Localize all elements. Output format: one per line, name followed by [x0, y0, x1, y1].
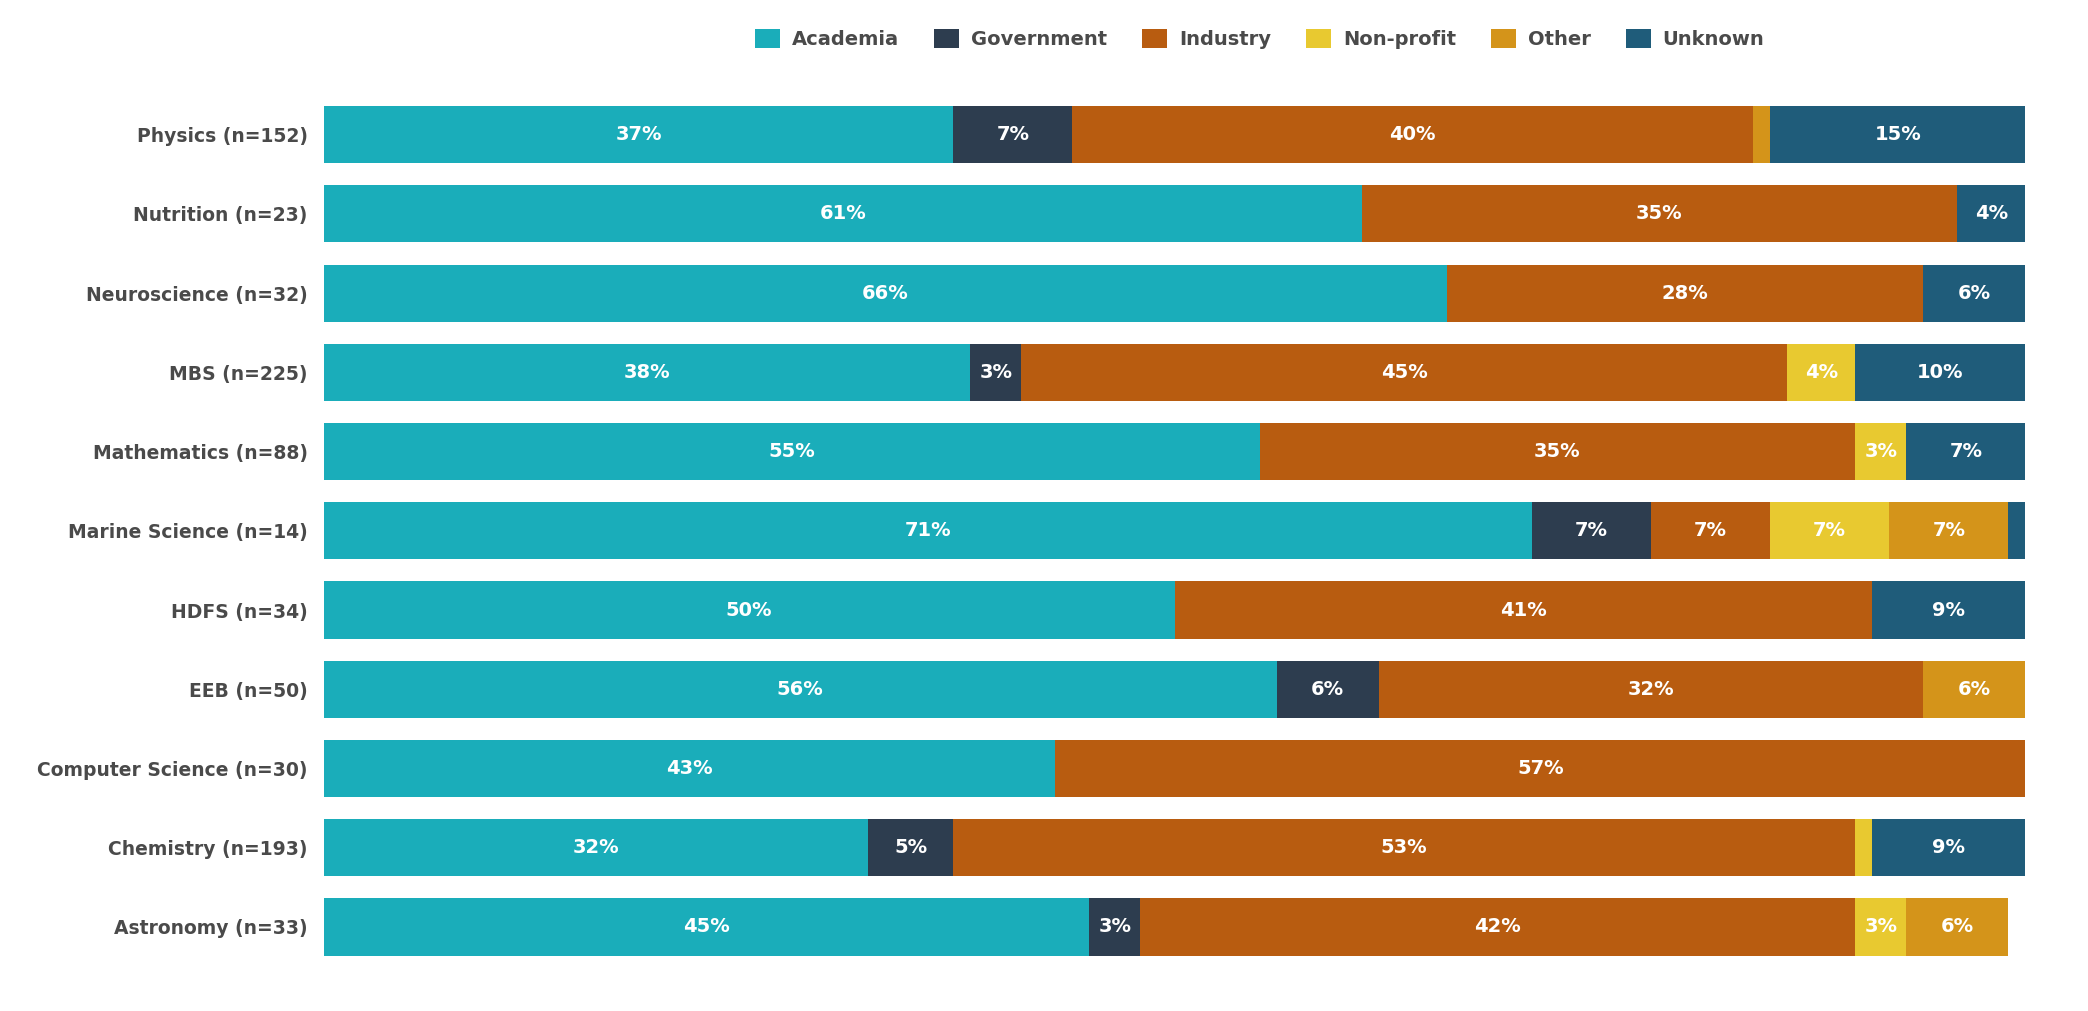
- Bar: [1923, 661, 2025, 718]
- Bar: [1873, 581, 2025, 639]
- Bar: [954, 819, 1854, 877]
- Bar: [1854, 344, 2025, 400]
- Text: 41%: 41%: [1499, 601, 1547, 620]
- Text: 7%: 7%: [1812, 522, 1846, 540]
- Bar: [1873, 819, 2025, 877]
- Bar: [1173, 581, 1873, 639]
- Bar: [324, 899, 1090, 955]
- Bar: [324, 344, 971, 400]
- Text: 9%: 9%: [1931, 601, 1965, 620]
- Bar: [1361, 185, 1956, 243]
- Bar: [954, 106, 1073, 163]
- Text: 7%: 7%: [1950, 442, 1982, 461]
- Text: 66%: 66%: [862, 283, 908, 302]
- Text: 7%: 7%: [1931, 522, 1965, 540]
- Text: 6%: 6%: [1959, 283, 1990, 302]
- Text: 43%: 43%: [666, 759, 712, 778]
- Text: 35%: 35%: [1535, 442, 1581, 461]
- Text: 9%: 9%: [1931, 838, 1965, 857]
- Bar: [1854, 899, 1906, 955]
- Text: 3%: 3%: [979, 363, 1013, 382]
- Bar: [1754, 106, 1771, 163]
- Bar: [1906, 899, 2009, 955]
- Text: 4%: 4%: [1804, 363, 1837, 382]
- Text: 15%: 15%: [1875, 125, 1921, 145]
- Text: 3%: 3%: [1865, 917, 1898, 936]
- Bar: [324, 106, 954, 163]
- Text: 3%: 3%: [1865, 442, 1898, 461]
- Text: 57%: 57%: [1518, 759, 1564, 778]
- Bar: [1890, 502, 2009, 559]
- Bar: [1906, 423, 2025, 480]
- Text: 53%: 53%: [1380, 838, 1428, 857]
- Text: 7%: 7%: [996, 125, 1029, 145]
- Text: 37%: 37%: [616, 125, 662, 145]
- Bar: [1259, 423, 1854, 480]
- Bar: [1923, 265, 2025, 321]
- Bar: [1276, 661, 1378, 718]
- Bar: [869, 819, 954, 877]
- Bar: [324, 185, 1361, 243]
- Bar: [1787, 344, 1854, 400]
- Text: 38%: 38%: [624, 363, 670, 382]
- Bar: [1021, 344, 1787, 400]
- Text: 45%: 45%: [1380, 363, 1428, 382]
- Text: 55%: 55%: [768, 442, 814, 461]
- Bar: [1140, 899, 1854, 955]
- Legend: Academia, Government, Industry, Non-profit, Other, Unknown: Academia, Government, Industry, Non-prof…: [748, 21, 1773, 57]
- Bar: [971, 344, 1021, 400]
- Bar: [1378, 661, 1923, 718]
- Bar: [1054, 740, 2025, 797]
- Bar: [1447, 265, 1923, 321]
- Bar: [1771, 502, 1890, 559]
- Bar: [324, 423, 1259, 480]
- Bar: [1073, 106, 1754, 163]
- Bar: [1854, 819, 1873, 877]
- Bar: [324, 740, 1054, 797]
- Bar: [1533, 502, 1652, 559]
- Text: 71%: 71%: [904, 522, 950, 540]
- Text: 28%: 28%: [1662, 283, 1708, 302]
- Text: 50%: 50%: [727, 601, 773, 620]
- Text: 45%: 45%: [683, 917, 731, 936]
- Bar: [324, 502, 1533, 559]
- Bar: [1854, 423, 1906, 480]
- Text: 61%: 61%: [818, 204, 867, 223]
- Text: 35%: 35%: [1637, 204, 1683, 223]
- Text: 56%: 56%: [777, 679, 823, 699]
- Text: 7%: 7%: [2050, 522, 2084, 540]
- Text: 42%: 42%: [1474, 917, 1522, 936]
- Text: 6%: 6%: [1311, 679, 1345, 699]
- Text: 10%: 10%: [1917, 363, 1963, 382]
- Bar: [324, 819, 869, 877]
- Text: 32%: 32%: [1629, 679, 1675, 699]
- Bar: [324, 661, 1276, 718]
- Bar: [324, 581, 1173, 639]
- Text: 7%: 7%: [1574, 522, 1608, 540]
- Bar: [2009, 502, 2088, 559]
- Text: 3%: 3%: [1098, 917, 1132, 936]
- Bar: [1956, 185, 2025, 243]
- Bar: [1652, 502, 1771, 559]
- Text: 40%: 40%: [1389, 125, 1437, 145]
- Bar: [1090, 899, 1140, 955]
- Text: 5%: 5%: [894, 838, 927, 857]
- Bar: [1771, 106, 2025, 163]
- Text: 6%: 6%: [1940, 917, 1973, 936]
- Text: 7%: 7%: [1693, 522, 1727, 540]
- Bar: [324, 265, 1447, 321]
- Text: 32%: 32%: [572, 838, 620, 857]
- Text: 4%: 4%: [1975, 204, 2009, 223]
- Text: 6%: 6%: [1959, 679, 1990, 699]
